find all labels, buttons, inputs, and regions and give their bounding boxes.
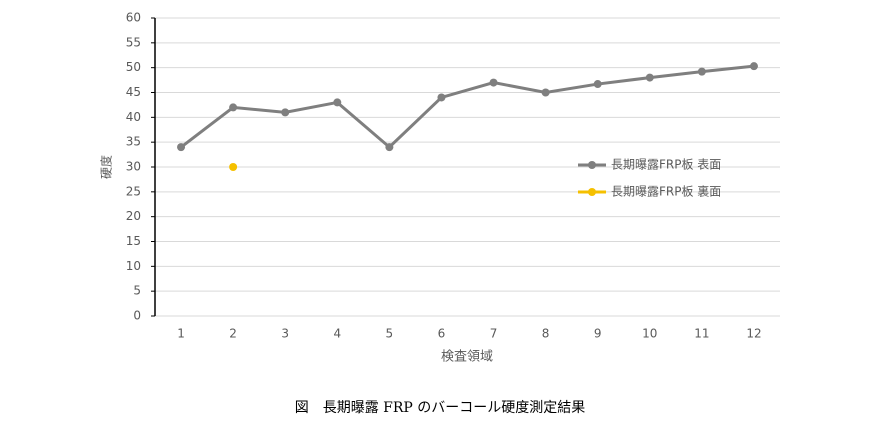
y-tick-label: 25	[126, 184, 141, 198]
x-tick-label: 3	[281, 327, 289, 341]
x-tick-label: 12	[746, 327, 761, 341]
y-tick-label: 5	[133, 284, 141, 298]
y-tick-label: 55	[126, 35, 141, 49]
data-point	[697, 67, 706, 76]
legend-marker	[588, 188, 596, 196]
y-tick-label: 30	[126, 160, 141, 174]
legend-label: 長期曝露FRP板 裏面	[611, 184, 721, 199]
data-point	[385, 143, 394, 152]
x-tick-label: 6	[438, 327, 446, 341]
y-tick-label: 10	[126, 259, 141, 273]
x-tick-label: 1	[177, 327, 185, 341]
data-point	[749, 62, 758, 71]
data-point	[437, 93, 446, 102]
data-point	[281, 108, 290, 117]
y-tick-label: 20	[126, 209, 141, 223]
data-point	[645, 73, 654, 82]
x-tick-label: 4	[333, 327, 341, 341]
y-tick-label: 60	[126, 11, 141, 25]
y-tick-label: 50	[126, 60, 141, 74]
y-tick-label: 45	[126, 85, 141, 99]
x-tick-label: 2	[229, 327, 237, 341]
legend-marker	[588, 161, 596, 169]
x-axis-label: 検査領域	[441, 349, 493, 365]
y-tick-label: 15	[126, 234, 141, 248]
x-tick-label: 7	[490, 327, 498, 341]
caption: 図 長期曝露 FRP のバーコール硬度測定結果	[295, 400, 586, 416]
data-point	[541, 88, 550, 97]
y-axis-label: 硬度	[99, 155, 114, 179]
y-tick-label: 35	[126, 135, 141, 149]
data-point	[229, 163, 238, 171]
x-tick-label: 9	[594, 327, 602, 341]
x-tick-label: 5	[386, 327, 394, 341]
y-tick-label: 40	[126, 110, 141, 124]
x-tick-label: 11	[694, 327, 709, 341]
series-line	[180, 64, 755, 150]
legend-label: 長期曝露FRP板 表面	[611, 158, 721, 172]
data-point	[229, 103, 238, 112]
data-point	[489, 78, 498, 87]
x-tick-label: 8	[542, 327, 550, 341]
y-tick-label: 0	[133, 309, 141, 323]
x-tick-label: 10	[642, 327, 657, 341]
data-point	[177, 143, 186, 152]
data-point	[333, 98, 342, 107]
data-point	[593, 80, 602, 89]
